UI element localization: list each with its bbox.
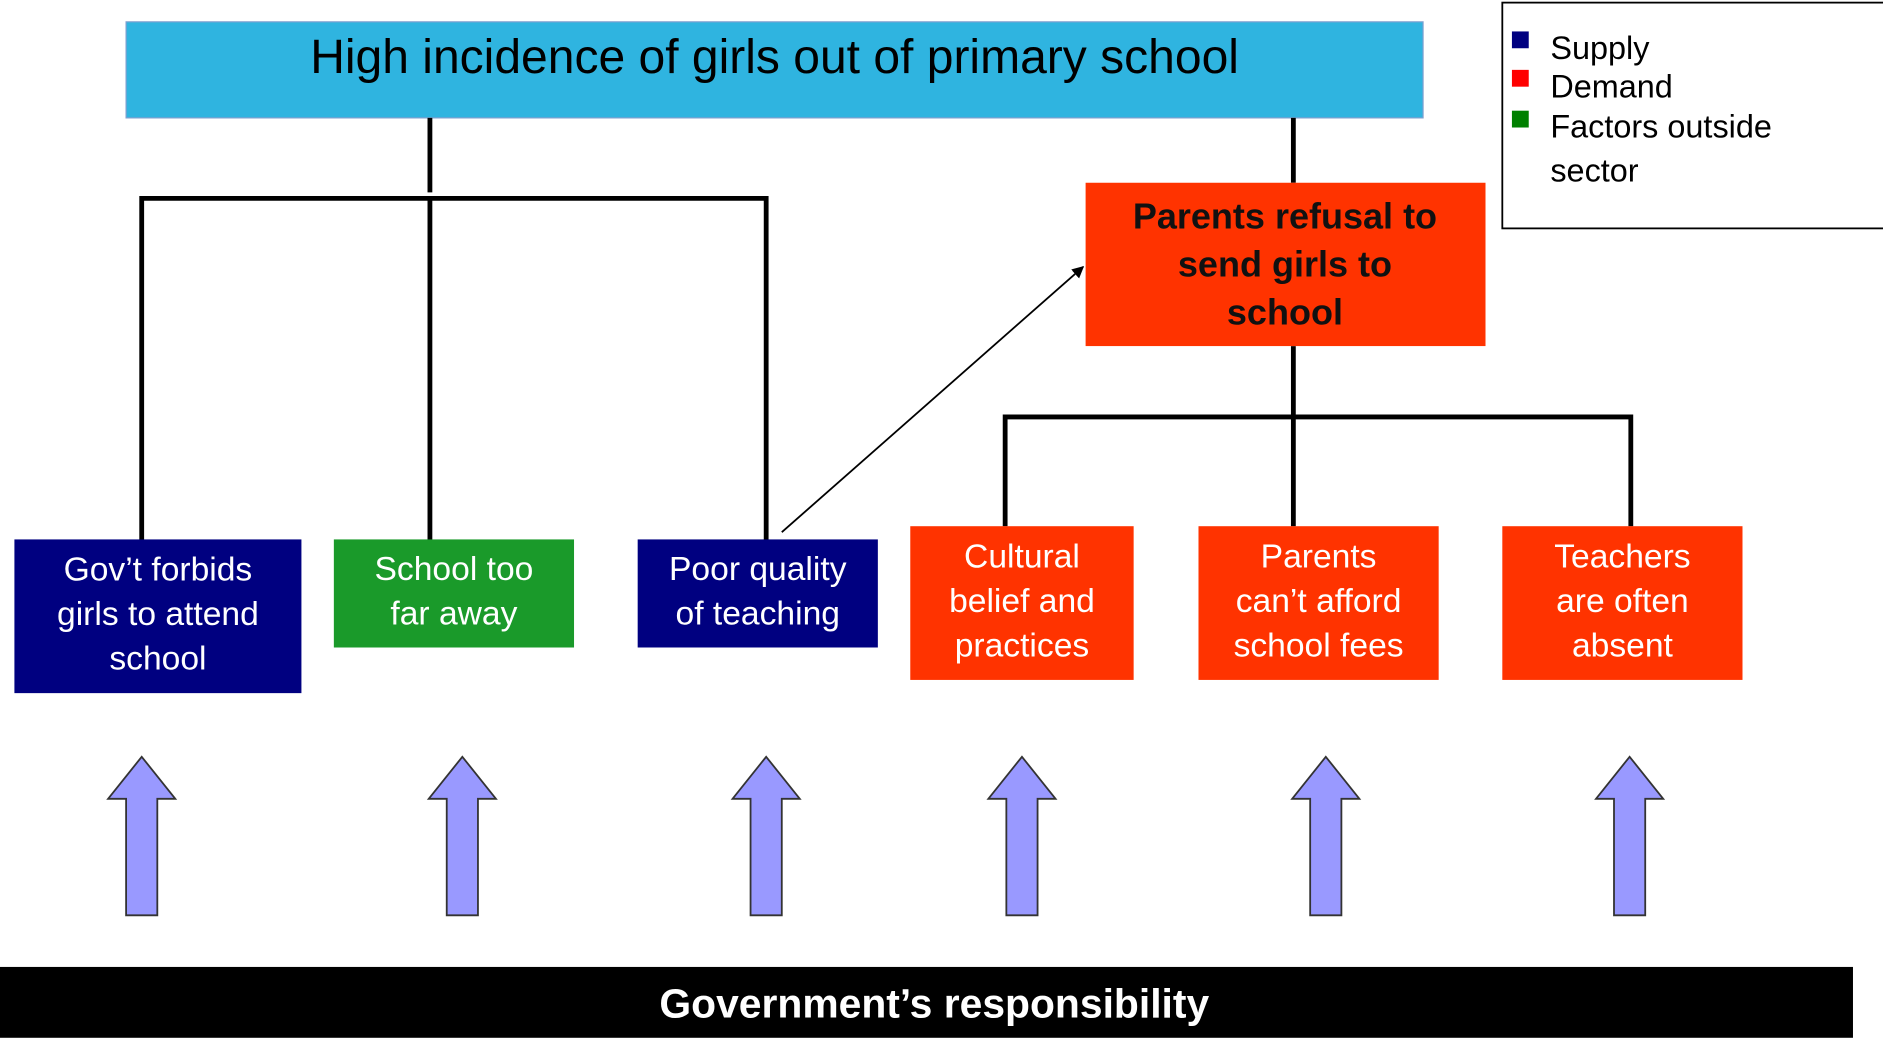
node-label: Teachers	[1554, 539, 1690, 576]
up-arrow	[730, 755, 802, 917]
footer-label: Government’s responsibility	[659, 980, 1209, 1026]
node-label: School too	[375, 551, 534, 588]
connector	[1002, 117, 1634, 527]
node-box	[1198, 526, 1439, 680]
node-label: belief and	[949, 583, 1095, 620]
connectors	[139, 117, 1634, 541]
legend-swatch	[1511, 110, 1529, 128]
legend-label: sector	[1550, 153, 1638, 189]
node-label: Poor quality	[669, 551, 847, 588]
up-arrow	[1290, 755, 1362, 917]
legend-swatch	[1511, 69, 1529, 87]
node-box	[637, 539, 878, 648]
node-label: school fees	[1234, 627, 1404, 664]
node-box	[1502, 526, 1743, 680]
node-label: absent	[1572, 627, 1674, 664]
legend-box	[1501, 1, 1883, 230]
node-label: girls to attend	[57, 596, 259, 633]
node-label: of teaching	[676, 596, 840, 633]
node-label: practices	[955, 627, 1089, 664]
node-label: school	[109, 641, 206, 678]
up-arrow	[986, 755, 1058, 917]
legend-swatch	[1511, 31, 1529, 49]
legend: Supply Demand Factors outside sector	[1501, 1, 1883, 230]
up-arrow	[1594, 755, 1666, 917]
cause-label: school	[1227, 291, 1343, 332]
top-title: High incidence of girls out of primary s…	[310, 31, 1239, 84]
cause-box	[1085, 182, 1486, 347]
node-box	[333, 539, 575, 648]
legend-label: Demand	[1550, 69, 1673, 105]
cause-label: send girls to	[1178, 243, 1392, 284]
up-arrow	[106, 755, 178, 917]
footer-bar	[0, 966, 1853, 1038]
legend-label: Factors outside	[1550, 108, 1772, 144]
node-label: far away	[390, 596, 517, 633]
nodes: Gov’t forbids girls to attend school School…	[14, 526, 1743, 917]
node-box	[14, 539, 302, 694]
node-label: Parents	[1261, 539, 1377, 576]
cause-label: Parents refusal to	[1133, 195, 1437, 236]
node-label: can’t afford	[1236, 583, 1402, 620]
up-arrow	[426, 755, 498, 917]
node-box	[910, 526, 1134, 680]
node-label: Gov’t forbids	[64, 552, 253, 589]
legend-label: Supply	[1550, 30, 1650, 66]
node-label: Cultural	[964, 539, 1080, 576]
top-box	[125, 21, 1424, 119]
node-label: are often	[1556, 583, 1689, 620]
arrow	[781, 266, 1085, 533]
connector	[139, 117, 769, 541]
